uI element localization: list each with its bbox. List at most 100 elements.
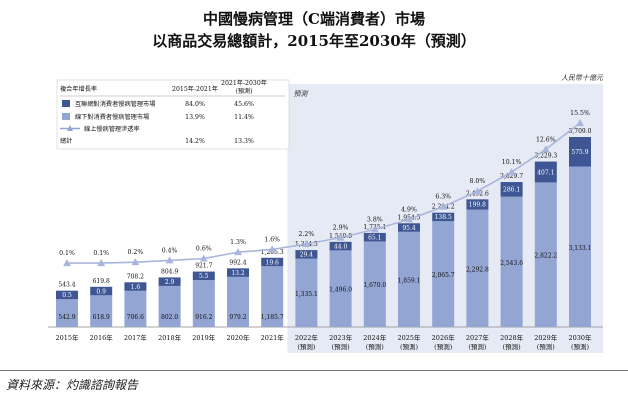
- penetration-label-2: 0.2%: [128, 249, 144, 256]
- label-total-0: 543.4: [58, 282, 75, 289]
- tick-label-8: 2023年: [329, 333, 353, 342]
- bar-online-15: [569, 137, 591, 167]
- label-offline-3: 802.0: [161, 314, 178, 321]
- penetration-label-6: 1.6%: [264, 236, 280, 243]
- bar-online-0: [56, 290, 78, 300]
- tick-label-9: 2024年: [363, 333, 387, 342]
- label-offline-1: 618.9: [93, 314, 110, 321]
- label-offline-4: 916.2: [195, 314, 212, 321]
- tick-label-11: 2026年: [432, 333, 456, 342]
- bar-online-10: [398, 223, 420, 232]
- penetration-label-12: 8.0%: [470, 178, 486, 185]
- legend-swatch-1: [62, 113, 70, 120]
- penetration-label-14: 12.6%: [536, 136, 556, 143]
- penetration-marker-15: [576, 118, 584, 126]
- label-online-15: 575.9: [571, 149, 588, 156]
- tick-label-7: 2022年: [295, 333, 319, 342]
- penetration-line: [67, 122, 581, 264]
- legend-box: [56, 79, 290, 150]
- bar-offline-7: [295, 258, 318, 327]
- tick-sub-label-12: (預測): [468, 342, 487, 351]
- penetration-marker-14: [541, 145, 550, 153]
- tick-label-14: 2029年: [534, 333, 558, 342]
- legend-v1-3: 14.2%: [185, 138, 205, 145]
- tick-sub-label-13: (預測): [503, 342, 522, 351]
- penetration-label-9: 3.8%: [367, 216, 383, 223]
- label-offline-2: 706.6: [127, 314, 144, 321]
- bar-online-6: [261, 257, 284, 267]
- label-online-10: 95.4: [402, 225, 416, 232]
- bar-offline-1: [90, 295, 113, 327]
- penetration-marker-10: [405, 215, 413, 223]
- forecast-label: 預測: [293, 90, 308, 98]
- legend-header: 複合年增長率: [60, 85, 97, 93]
- penetration-label-8: 2.9%: [333, 225, 349, 232]
- tick-sub-label-11: (預測): [434, 342, 453, 351]
- bar-online-9: [363, 232, 386, 242]
- source-divider: [0, 370, 628, 371]
- legend-swatch-marker-2: [67, 125, 73, 131]
- source-note: 資料來源：灼識諮詢報告: [6, 378, 139, 392]
- label-online-13: 286.1: [503, 187, 520, 194]
- penetration-marker-1: [97, 259, 106, 267]
- bar-online-1: [90, 286, 113, 296]
- bar-offline-13: [500, 196, 523, 327]
- bar-offline-15: [569, 166, 591, 327]
- tick-label-15: 2030年: [568, 333, 592, 342]
- bar-online-7: [295, 250, 318, 259]
- bar-online-8: [329, 241, 352, 251]
- tick-label-5: 2020年: [226, 333, 250, 342]
- penetration-marker-2: [131, 258, 140, 266]
- label-offline-5: 979.2: [229, 314, 246, 321]
- label-total-4: 921.7: [195, 263, 212, 270]
- penetration-label-5: 1.3%: [230, 239, 246, 246]
- label-offline-9: 1,670.0: [363, 282, 386, 289]
- label-online-12: 199.8: [469, 202, 486, 209]
- label-offline-13: 2,543.6: [500, 260, 523, 267]
- tick-label-0: 2015年: [55, 333, 79, 342]
- label-online-2: 1.6: [131, 284, 141, 291]
- tick-sub-label-14: (預測): [537, 342, 556, 351]
- label-online-1: 0.9: [96, 288, 106, 295]
- label-total-14: 3,229.3: [534, 153, 557, 160]
- bar-offline-9: [363, 241, 386, 327]
- legend-col1: 2015年-2021年: [172, 85, 218, 93]
- penetration-marker-6: [268, 245, 277, 253]
- legend-v2-1: 11.4%: [234, 114, 254, 121]
- bar-offline-5: [227, 276, 249, 327]
- penetration-marker-12: [473, 187, 482, 195]
- label-online-5: 13.2: [231, 270, 245, 277]
- penetration-marker-11: [439, 202, 448, 210]
- label-online-8: 44.0: [334, 243, 348, 250]
- chart-canvas: 預測 人民幣十億元 542.9 0.5 543.4 2015年 618.9 0.9 619.8 2…: [48, 74, 604, 353]
- legend-v1-0: 84.0%: [185, 101, 205, 108]
- legend-col2-line1: 2021年-2030年: [221, 79, 267, 87]
- bar-offline-8: [329, 250, 352, 327]
- label-offline-7: 1,335.1: [295, 291, 318, 298]
- bar-offline-11: [432, 221, 455, 327]
- tick-label-10: 2025年: [397, 333, 421, 342]
- penetration-marker-3: [165, 256, 174, 264]
- legend-swatch-0: [62, 100, 70, 107]
- bar-offline-6: [261, 266, 284, 327]
- penetration-label-13: 10.1%: [502, 159, 522, 166]
- bar-online-4: [192, 271, 215, 281]
- label-offline-12: 2,292.8: [466, 266, 489, 273]
- bar-offline-10: [398, 231, 420, 327]
- chart-title: 中國慢病管理（C端消費者）市場: [203, 10, 425, 28]
- penetration-label-4: 0.6%: [196, 246, 212, 253]
- legend-v1-1: 13.9%: [185, 114, 205, 121]
- penetration-label-0: 0.1%: [59, 250, 75, 257]
- penetration-label-11: 6.3%: [435, 194, 451, 201]
- penetration-marker-7: [302, 239, 311, 247]
- legend-v2-0: 45.6%: [234, 101, 254, 108]
- label-offline-15: 3,133.1: [569, 245, 592, 252]
- label-total-13: 2,829.7: [500, 173, 523, 180]
- tick-sub-label-9: (預測): [366, 342, 385, 351]
- penetration-marker-8: [336, 233, 345, 241]
- bar-offline-12: [466, 209, 489, 327]
- tick-label-4: 2019年: [192, 333, 216, 342]
- label-online-7: 29.4: [300, 252, 314, 259]
- legend-label-1: 線下對消費者慢病管理市場: [75, 113, 149, 121]
- tick-label-13: 2028年: [500, 333, 524, 342]
